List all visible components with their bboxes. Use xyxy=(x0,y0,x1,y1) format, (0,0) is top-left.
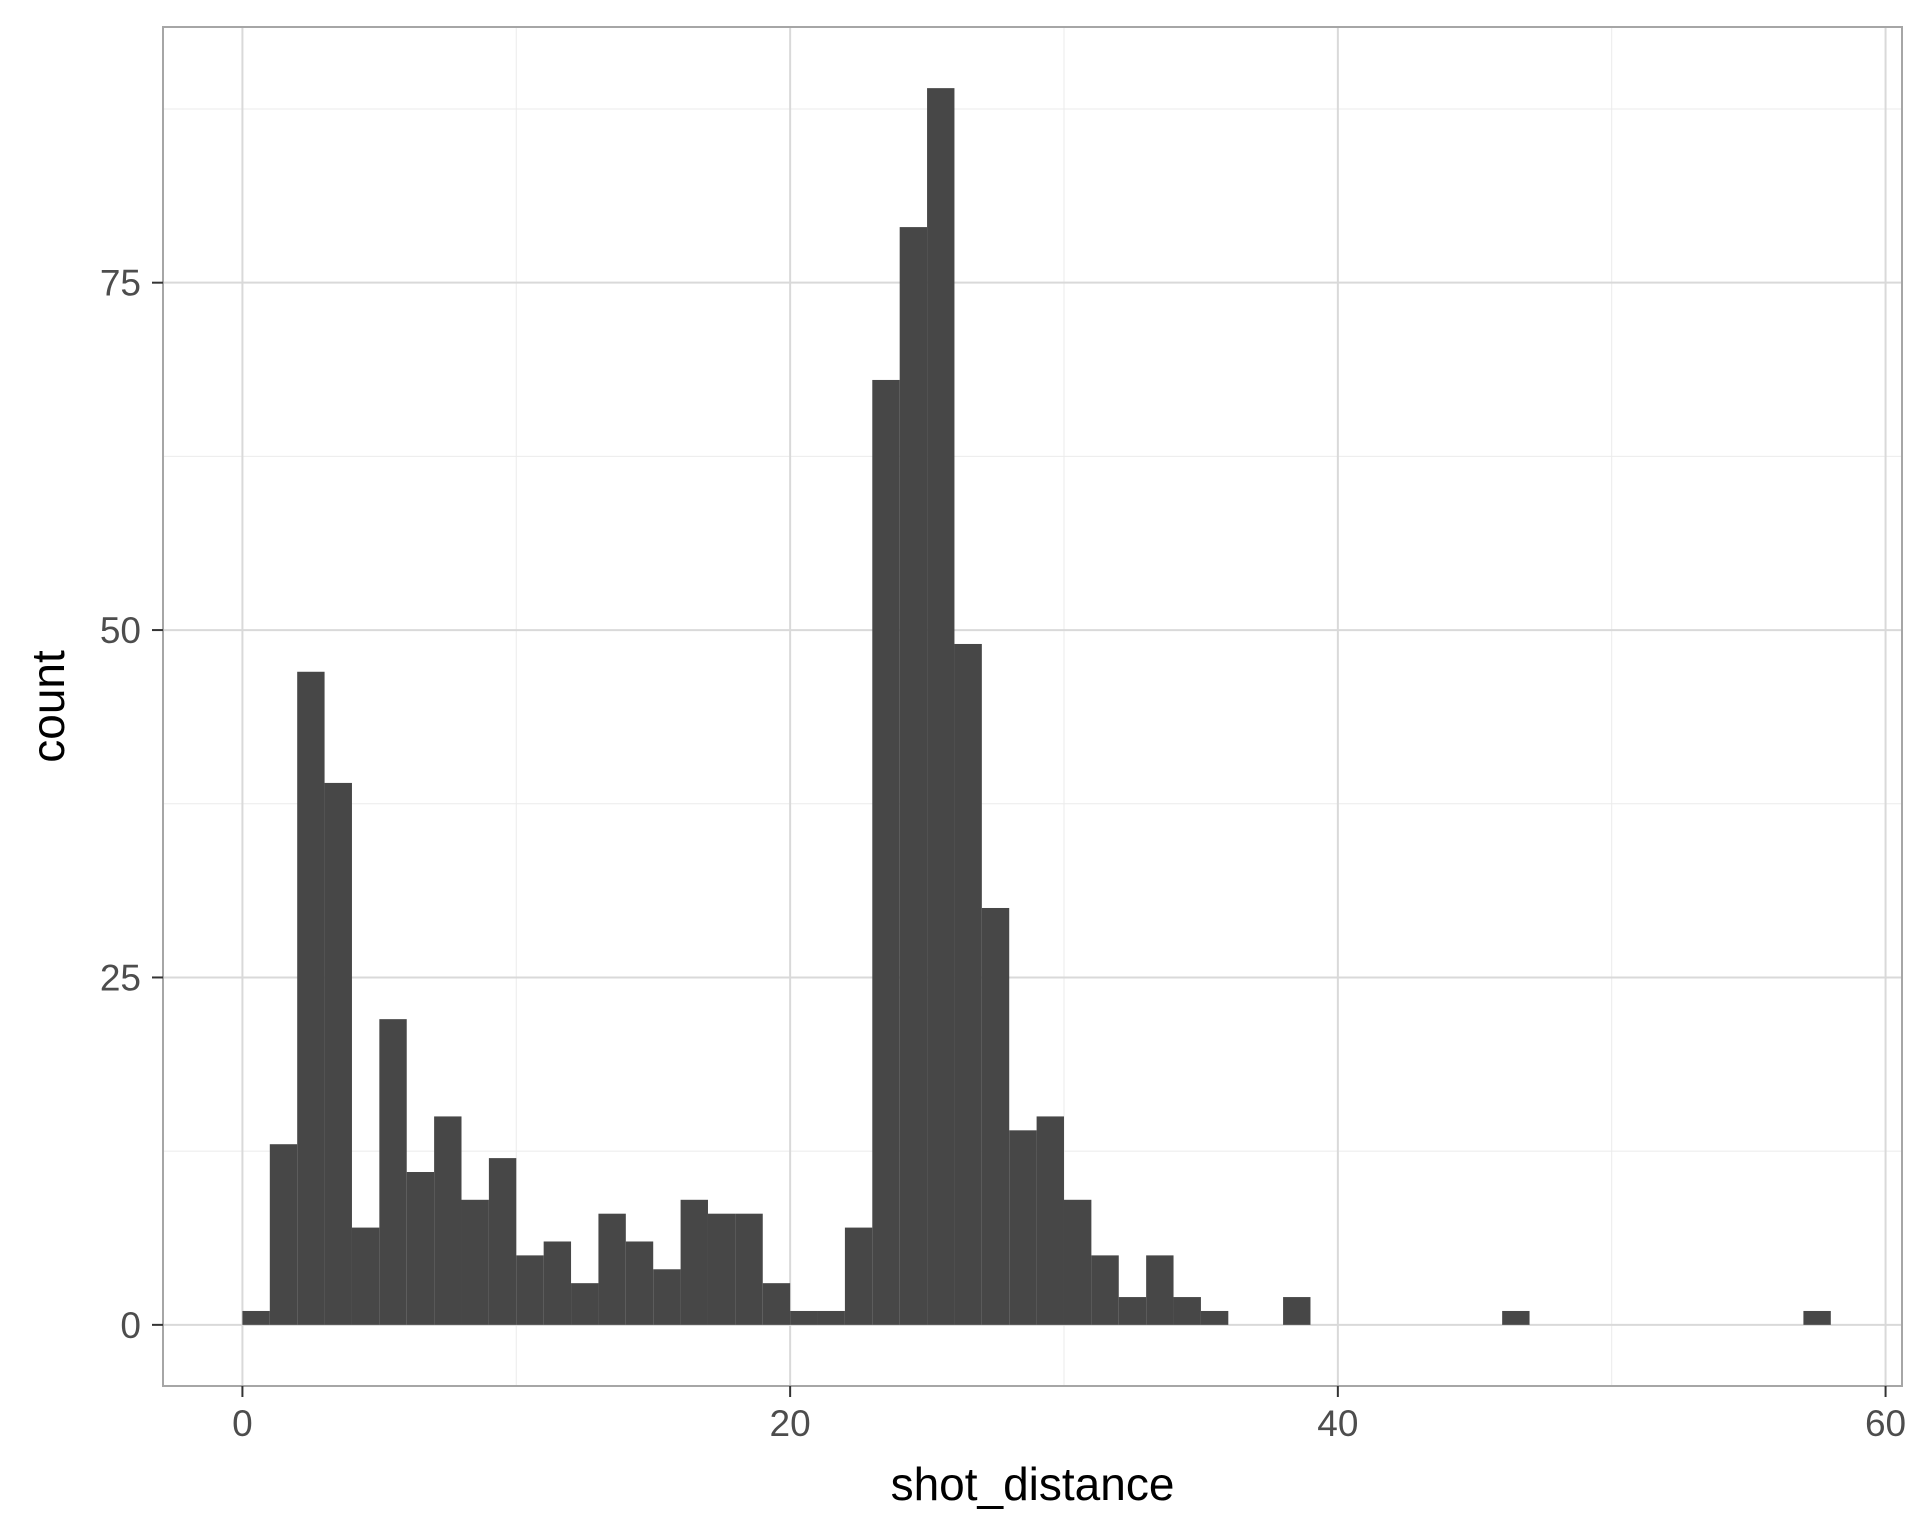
histogram-bar xyxy=(735,1213,763,1325)
histogram-bar xyxy=(1146,1255,1174,1325)
histogram-bar xyxy=(653,1269,681,1325)
histogram-bar xyxy=(269,1144,298,1325)
histogram-bar xyxy=(1091,1255,1119,1325)
y-tick-label: 25 xyxy=(100,957,141,998)
panel-border xyxy=(162,26,1903,1387)
histogram-bar xyxy=(1009,1130,1037,1325)
histogram-bar xyxy=(1036,1116,1064,1325)
histogram-bar xyxy=(1502,1310,1530,1325)
y-tick-label: 75 xyxy=(100,263,141,304)
x-tick-label: 60 xyxy=(1865,1403,1906,1444)
histogram-bar xyxy=(954,643,982,1325)
histogram-bar xyxy=(351,1227,380,1325)
histogram-bar xyxy=(1118,1297,1147,1325)
histogram-bar xyxy=(817,1310,845,1325)
histogram-bar xyxy=(461,1199,489,1325)
histogram-bar xyxy=(598,1213,626,1325)
x-tick-label: 40 xyxy=(1317,1403,1358,1444)
histogram-bar xyxy=(625,1241,654,1325)
histogram-bar xyxy=(1200,1310,1229,1325)
histogram-bar xyxy=(1173,1297,1201,1325)
histogram-bar xyxy=(406,1172,435,1325)
y-tick-label: 0 xyxy=(120,1305,141,1346)
histogram-bar xyxy=(762,1283,791,1325)
histogram-bar xyxy=(1063,1199,1092,1325)
histogram-bar xyxy=(434,1116,462,1325)
histogram-bar xyxy=(543,1241,572,1325)
histogram-bars xyxy=(242,88,1831,1325)
x-axis-ticks: 0 20 40 60 xyxy=(232,1386,1906,1444)
histogram-bar xyxy=(1803,1310,1831,1325)
histogram-bar xyxy=(899,227,928,1325)
x-axis-title: shot_distance xyxy=(891,1458,1175,1510)
histogram-bar xyxy=(297,671,325,1325)
y-tick-label: 50 xyxy=(100,610,141,651)
histogram-bar xyxy=(379,1019,407,1325)
histogram-bar xyxy=(324,782,352,1325)
x-tick-label: 0 xyxy=(232,1403,253,1444)
histogram-bar xyxy=(680,1199,708,1325)
histogram-bar xyxy=(981,907,1010,1325)
histogram-bar xyxy=(927,88,955,1325)
histogram-bar xyxy=(707,1213,736,1325)
histogram-bar xyxy=(1283,1297,1311,1325)
histogram-bar xyxy=(872,379,900,1325)
x-tick-label: 20 xyxy=(770,1403,811,1444)
histogram-bar xyxy=(790,1310,818,1325)
histogram-bar xyxy=(844,1227,873,1325)
histogram-bar xyxy=(571,1283,599,1325)
y-axis-ticks: 0 25 50 75 xyxy=(100,263,163,1346)
histogram-bar xyxy=(516,1255,544,1325)
histogram-bar xyxy=(488,1158,517,1325)
y-axis-title: count xyxy=(22,650,74,763)
histogram-bar xyxy=(242,1310,270,1325)
